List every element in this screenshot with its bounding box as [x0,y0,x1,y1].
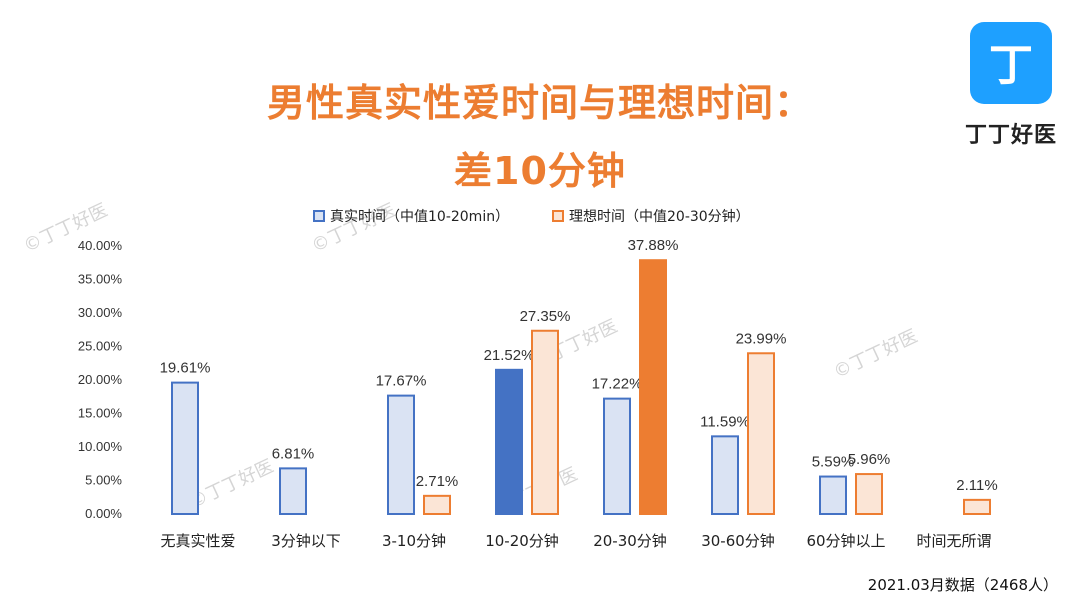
legend-label-real: 真实时间（中值10-20min） [330,209,509,225]
bar-ideal [639,259,667,516]
x-tick-label: 30-60分钟 [701,532,775,550]
data-label: 37.88% [628,237,679,254]
chart-title-line2: 差10分钟 [454,149,626,193]
bar-real [819,475,847,515]
chart-title-line1: 男性真实性爱时间与理想时间： [266,81,813,125]
y-tick-label: 0.00% [85,506,122,521]
logo-mark: 丁 [989,41,1033,90]
x-tick-label: 时间无所谓 [916,532,991,550]
brand-logo-icon: 丁 [970,22,1052,104]
data-label: 27.35% [520,308,571,325]
data-label: 19.61% [160,360,211,377]
data-label: 17.67% [376,373,427,390]
data-label: 5.59% [812,454,855,471]
bar-real [387,394,415,515]
y-tick-label: 10.00% [78,439,123,454]
x-tick-label: 60分钟以上 [806,532,885,550]
footer-note: 2021.03月数据（2468人） [867,576,1058,594]
data-label: 17.22% [592,376,643,393]
x-tick-label: 3分钟以下 [271,532,341,550]
y-tick-label: 15.00% [78,406,123,421]
y-tick-label: 35.00% [78,272,123,287]
x-tick-label: 10-20分钟 [485,532,559,550]
legend-swatch-ideal [552,210,564,222]
bar-real [171,381,199,515]
data-label: 2.71% [416,473,459,490]
bar-ideal [855,473,883,515]
brand-name: 丁丁好医 [964,123,1057,148]
data-label: 2.11% [956,477,997,494]
y-tick-label: 30.00% [78,305,123,320]
bar-ideal [963,498,991,516]
data-label: 23.99% [736,330,787,347]
bar-real [495,368,523,516]
legend-label-ideal: 理想时间（中值20-30分钟） [569,208,750,225]
data-label: 11.59% [700,413,750,430]
bar-ideal [531,329,559,515]
legend-swatch-real [313,210,325,222]
y-tick-label: 40.00% [78,238,123,253]
y-tick-label: 25.00% [78,339,123,354]
bar-ideal [747,352,775,515]
y-tick-label: 20.00% [78,372,123,387]
x-tick-label: 20-30分钟 [593,532,667,550]
y-tick-label: 5.00% [85,473,122,488]
bar-real [603,397,631,516]
bar-ideal [423,494,451,515]
x-tick-label: 无真实性爱 [160,532,235,550]
x-tick-label: 3-10分钟 [382,532,446,550]
data-label: 5.96% [848,451,891,468]
data-label: 21.52% [484,347,535,364]
bar-real [279,467,307,515]
bar-real [711,435,739,515]
data-label: 6.81% [272,445,315,462]
